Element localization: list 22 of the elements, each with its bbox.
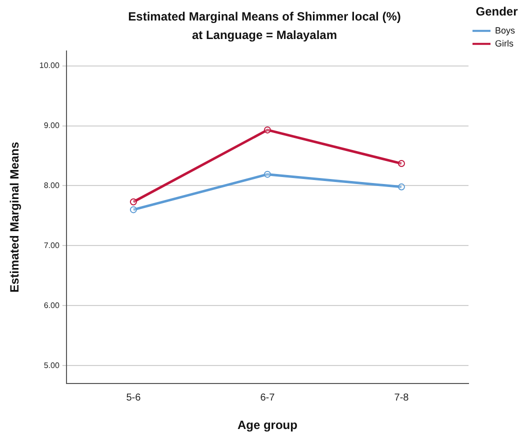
chart-title: Estimated Marginal Means of Shimmer local (%) <box>128 10 401 24</box>
y-tick-label: 9.00 <box>44 120 60 130</box>
x-tick-label: 6-7 <box>260 392 276 404</box>
point <box>398 160 405 168</box>
y-tick-label: 8.00 <box>44 180 60 190</box>
y-axis-title: Estimated Marginal Means <box>8 142 22 293</box>
legend-title: Gender <box>476 4 518 18</box>
point <box>264 170 271 178</box>
y-tick-label: 5.00 <box>44 360 60 370</box>
point <box>130 198 137 206</box>
x-tick-label: 7-8 <box>394 392 410 404</box>
y-tick-label: 6.00 <box>44 300 60 310</box>
legend-label: Boys <box>494 25 516 36</box>
point <box>398 183 405 190</box>
chart-subtitle: at Language = Malayalam <box>192 28 338 42</box>
y-tick-label: 10.00 <box>39 60 60 70</box>
y-tick-label: 7.00 <box>44 240 60 250</box>
x-tick-label: 5-6 <box>126 392 142 404</box>
point <box>130 206 137 214</box>
legend-label: Girls <box>494 38 514 48</box>
x-axis-title: Age group <box>237 418 298 432</box>
point <box>264 126 271 134</box>
